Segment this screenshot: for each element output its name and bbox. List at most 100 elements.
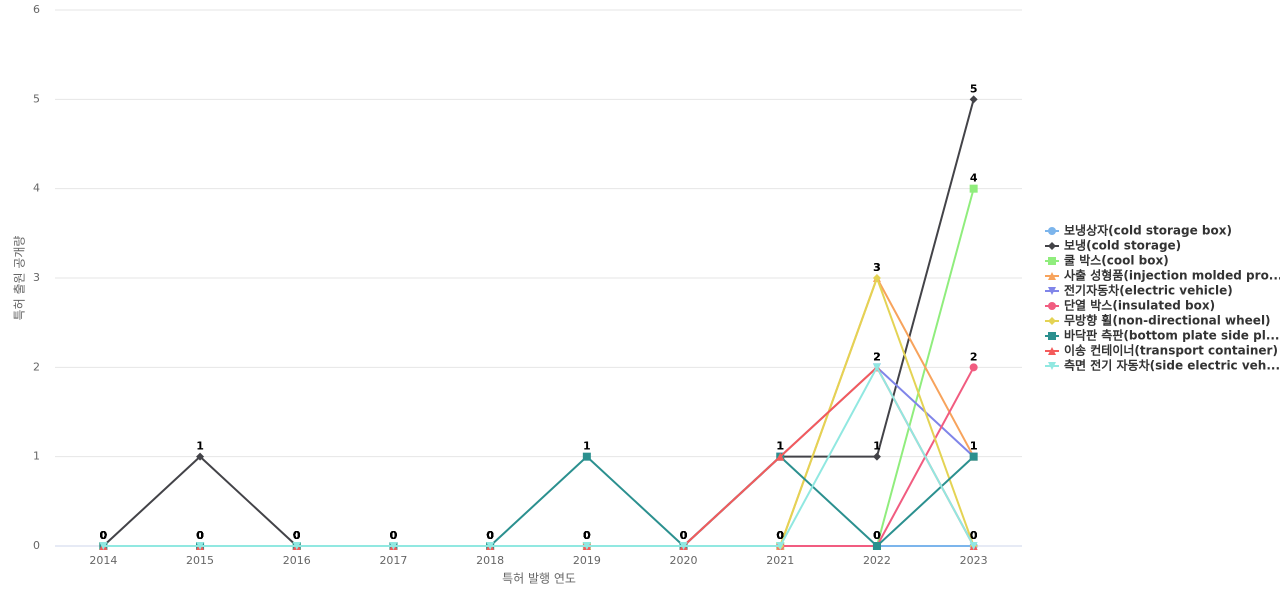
data-label: 0 xyxy=(390,529,398,542)
data-point xyxy=(99,542,108,550)
data-label: 0 xyxy=(873,529,881,542)
legend-label: 측면 전기 자동차(side electric veh... xyxy=(1064,358,1280,373)
data-point xyxy=(872,363,881,372)
data-label: 0 xyxy=(873,529,881,542)
data-label: 0 xyxy=(583,529,591,542)
data-label: 0 xyxy=(583,529,591,542)
data-point xyxy=(872,274,881,282)
data-label: 0 xyxy=(390,529,398,542)
legend-symbol xyxy=(1048,302,1056,310)
data-label: 3 xyxy=(873,261,881,274)
data-label: 0 xyxy=(196,529,204,542)
y-tick-label: 6 xyxy=(33,3,40,16)
data-label: 0 xyxy=(486,529,494,542)
data-label: 0 xyxy=(583,529,591,542)
data-label: 0 xyxy=(583,529,591,542)
data-label: 0 xyxy=(293,529,301,542)
data-label: 0 xyxy=(486,529,494,542)
x-tick-label: 2022 xyxy=(863,554,891,567)
x-tick-label: 2017 xyxy=(379,554,407,567)
legend-symbol xyxy=(1048,287,1056,295)
data-label: 0 xyxy=(583,529,591,542)
data-label: 0 xyxy=(196,529,204,542)
x-tick-label: 2021 xyxy=(766,554,794,567)
data-point xyxy=(969,542,978,550)
data-point xyxy=(486,542,495,550)
data-label: 1 xyxy=(970,440,978,453)
data-label: 1 xyxy=(873,440,881,453)
data-label: 0 xyxy=(390,529,398,542)
data-point xyxy=(679,542,688,550)
data-label: 0 xyxy=(196,529,204,542)
data-point xyxy=(969,452,978,461)
data-label: 0 xyxy=(873,529,881,542)
data-point xyxy=(872,542,881,550)
data-label: 0 xyxy=(970,529,978,542)
data-label: 0 xyxy=(776,529,784,542)
legend-symbol xyxy=(1048,242,1056,250)
legend-symbol xyxy=(1048,227,1056,235)
data-label: 0 xyxy=(873,529,881,542)
data-label: 0 xyxy=(583,529,591,542)
data-label: 0 xyxy=(583,529,591,542)
data-label: 0 xyxy=(293,529,301,542)
data-label: 0 xyxy=(486,529,494,542)
data-label: 0 xyxy=(680,529,688,542)
legend-label: 전기자동차(electric vehicle) xyxy=(1064,283,1233,298)
data-label: 0 xyxy=(390,529,398,542)
data-label: 2 xyxy=(970,350,978,363)
data-point xyxy=(776,452,785,461)
data-label: 4 xyxy=(970,172,978,185)
legend-symbol xyxy=(1048,317,1056,325)
data-label: 0 xyxy=(196,529,204,542)
series-line xyxy=(103,365,975,547)
data-label: 1 xyxy=(970,440,978,453)
data-point xyxy=(292,542,301,550)
data-label: 0 xyxy=(486,529,494,542)
y-tick-label: 2 xyxy=(33,360,40,373)
data-label: 1 xyxy=(776,440,784,453)
data-label: 0 xyxy=(100,529,108,542)
data-label: 0 xyxy=(680,529,688,542)
series-line xyxy=(103,275,975,547)
legend-symbol xyxy=(1048,362,1056,370)
y-tick-label: 5 xyxy=(33,92,40,105)
data-label: 0 xyxy=(100,529,108,542)
data-label: 0 xyxy=(970,529,978,542)
x-axis-label: 특허 발행 연도 xyxy=(502,571,576,586)
legend-label: 이송 컨테이너(transport container) xyxy=(1064,343,1278,358)
series-line xyxy=(102,99,975,547)
data-label: 2 xyxy=(873,350,881,363)
data-label: 0 xyxy=(293,529,301,542)
legend-label: 보냉상자(cold storage box) xyxy=(1064,223,1232,238)
x-tick-label: 2023 xyxy=(960,554,988,567)
y-tick-label: 3 xyxy=(33,271,40,284)
data-label: 0 xyxy=(196,529,204,542)
data-label: 3 xyxy=(873,261,881,274)
data-label: 5 xyxy=(970,82,978,95)
legend-label: 보냉(cold storage) xyxy=(1064,238,1181,253)
data-label: 0 xyxy=(100,529,108,542)
legend-symbol xyxy=(1048,347,1056,355)
legend-label: 사출 성형품(injection molded pro... xyxy=(1064,268,1280,283)
data-label: 1 xyxy=(776,440,784,453)
y-tick-label: 1 xyxy=(33,450,40,463)
data-label: 0 xyxy=(293,529,301,542)
series-line xyxy=(103,275,975,547)
data-label: 0 xyxy=(583,529,591,542)
x-tick-label: 2020 xyxy=(670,554,698,567)
y-tick-label: 0 xyxy=(33,539,40,552)
data-label: 2 xyxy=(873,350,881,363)
data-label: 0 xyxy=(680,529,688,542)
x-tick-label: 2019 xyxy=(573,554,601,567)
data-label: 0 xyxy=(970,529,978,542)
data-label: 0 xyxy=(680,529,688,542)
data-point xyxy=(776,542,785,550)
x-tick-label: 2016 xyxy=(283,554,311,567)
data-point xyxy=(582,452,591,461)
y-tick-label: 4 xyxy=(33,182,40,195)
data-label: 0 xyxy=(680,529,688,542)
data-label: 0 xyxy=(390,529,398,542)
data-label: 0 xyxy=(583,529,591,542)
data-label: 1 xyxy=(776,440,784,453)
